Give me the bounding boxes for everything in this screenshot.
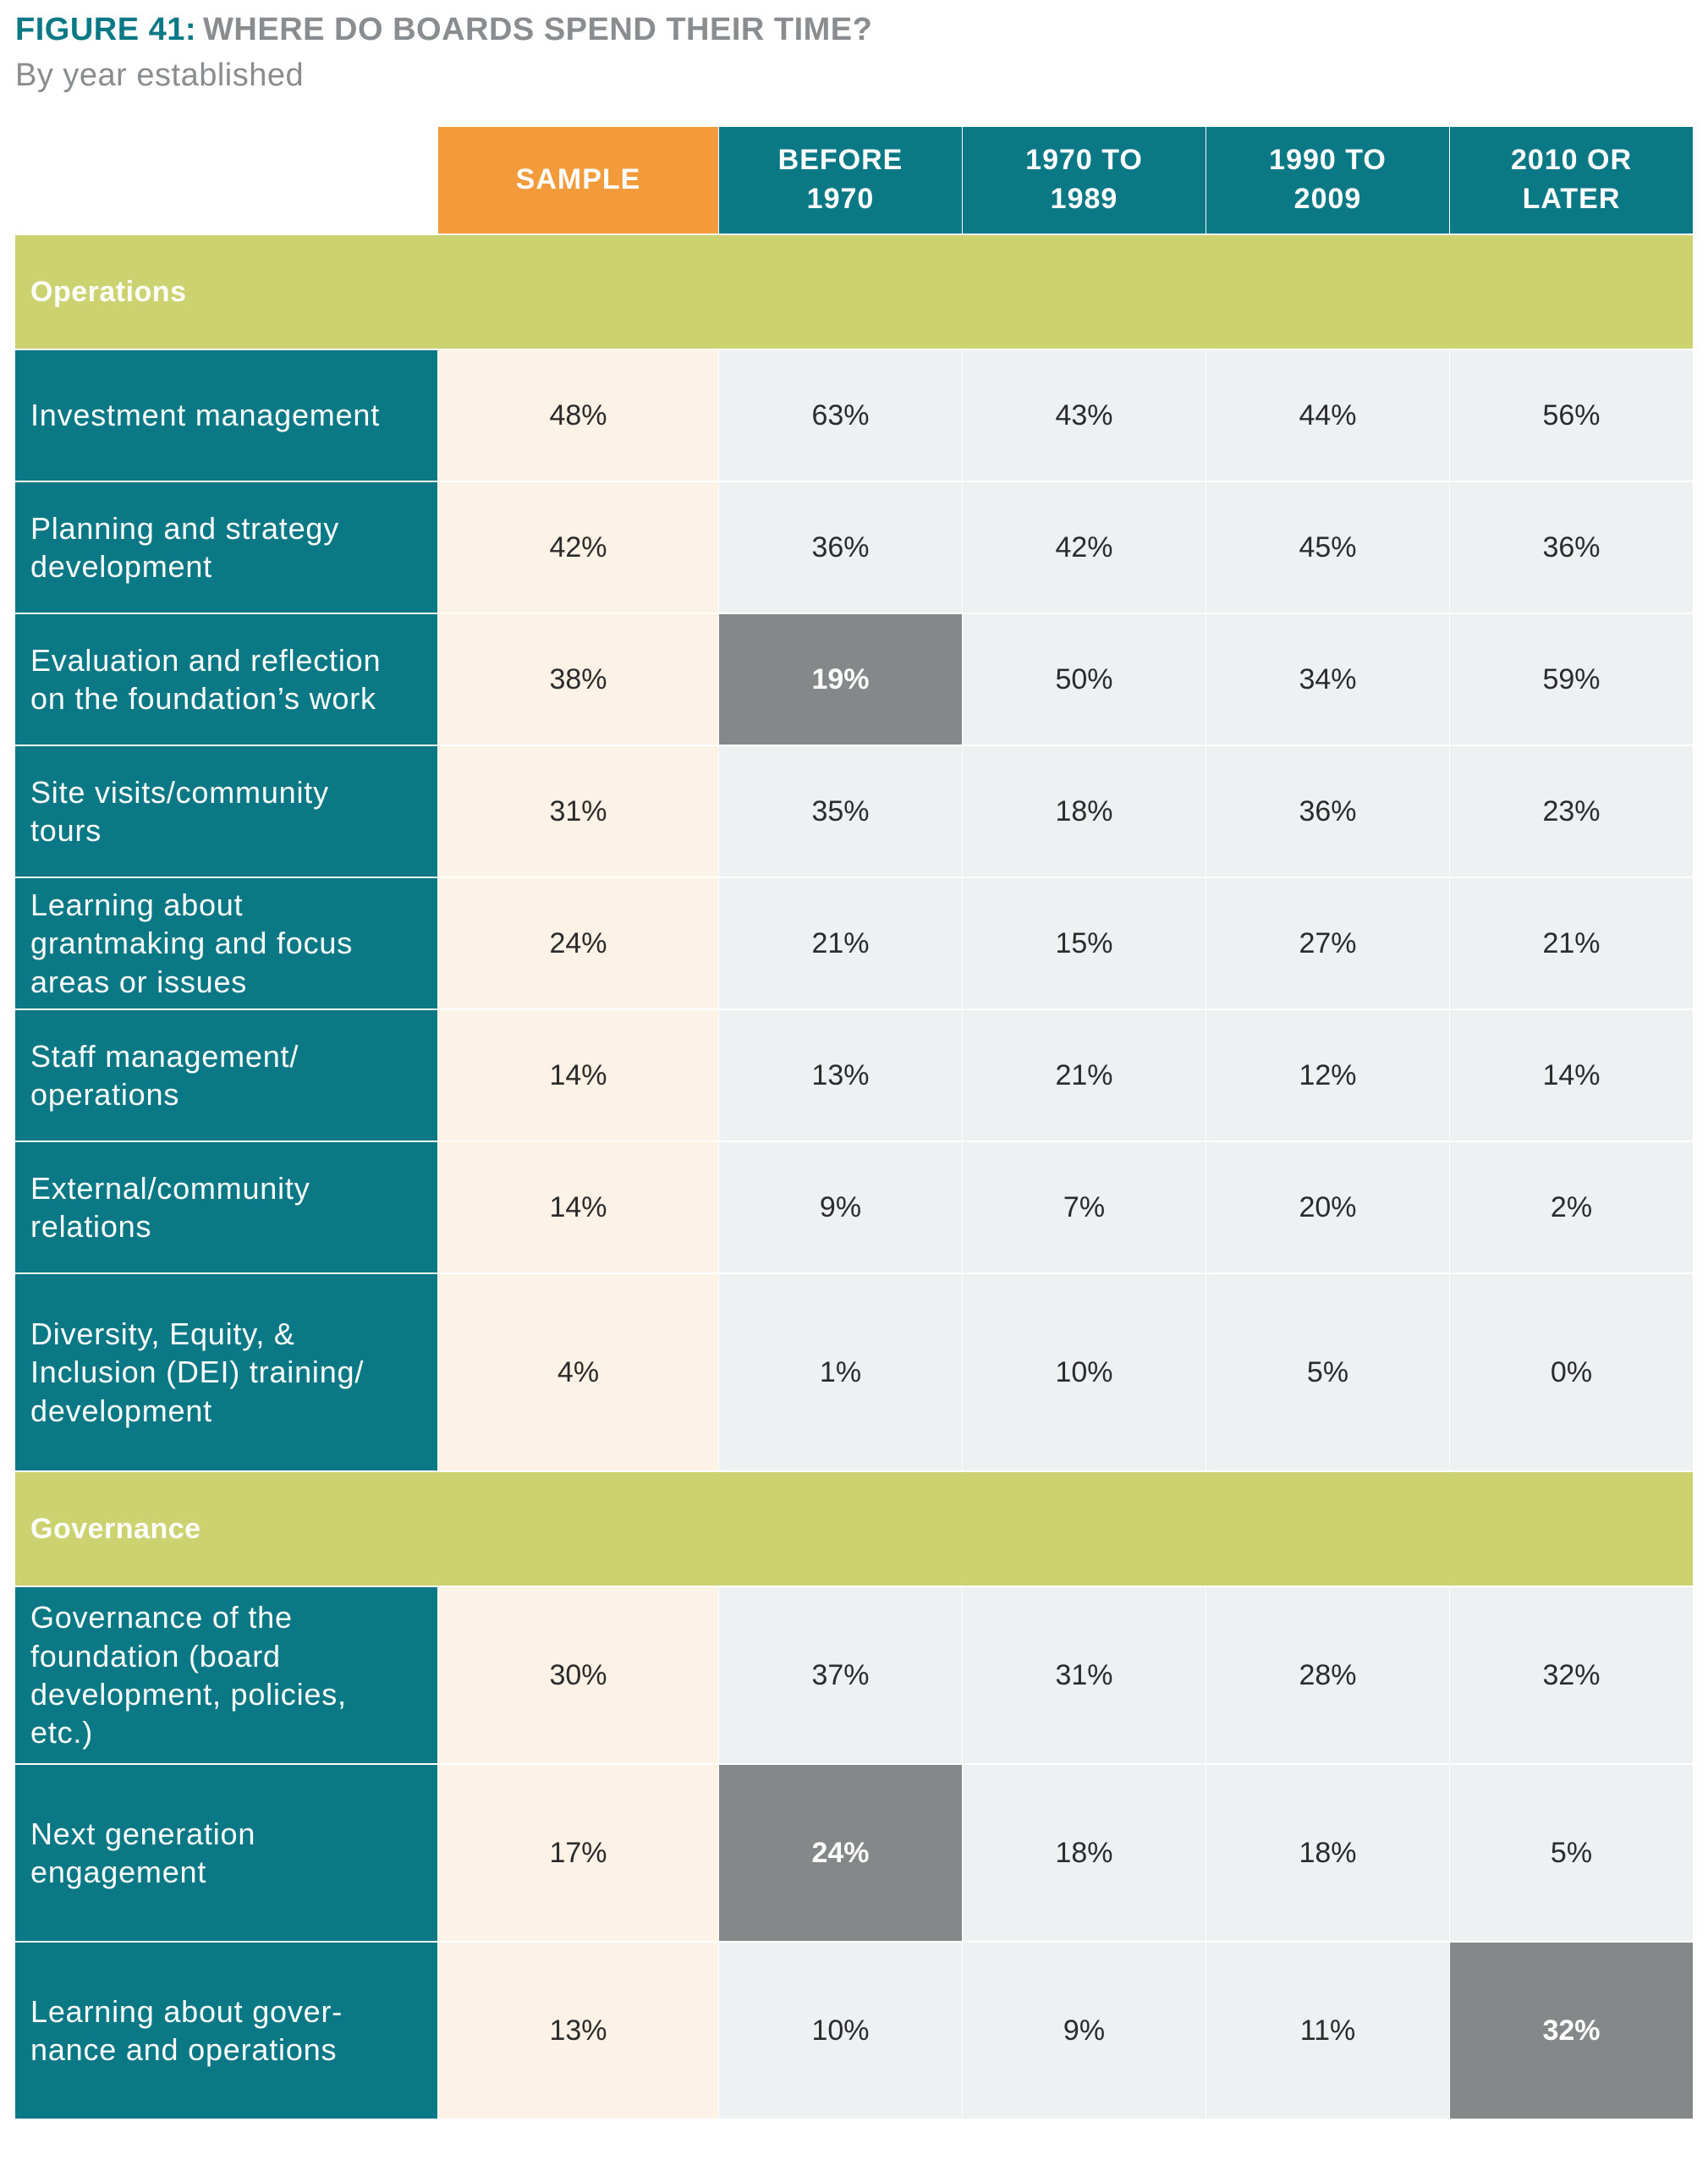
value-cell-sample: 31% [438, 746, 718, 877]
data-table: SAMPLE BEFORE 1970 1970 TO 1989 1990 TO 200… [15, 127, 1693, 2119]
value-cell-1990-to-2009: 11% [1206, 1943, 1449, 2119]
value-cell-before-1970: 37% [719, 1587, 962, 1763]
value-cell-2010-or-later: 0% [1450, 1274, 1693, 1470]
value-cell-1990-to-2009: 20% [1206, 1142, 1449, 1272]
value-cell-before-1970: 13% [719, 1010, 962, 1140]
header-blank-cell [15, 127, 437, 234]
value-cell-1970-to-1989: 18% [963, 746, 1205, 877]
value-cell-2010-or-later: 2% [1450, 1142, 1693, 1272]
value-cell-2010-or-later: 23% [1450, 746, 1693, 877]
column-header-1970-to-1989: 1970 TO 1989 [963, 127, 1205, 234]
figure-title-text: WHERE DO BOARDS SPEND THEIR TIME? [203, 12, 873, 47]
value-cell-sample: 13% [438, 1943, 718, 2119]
value-cell-before-1970: 19% [719, 614, 962, 745]
value-cell-1970-to-1989: 9% [963, 1943, 1205, 2119]
value-cell-before-1970: 10% [719, 1943, 962, 2119]
value-cell-sample: 4% [438, 1274, 718, 1470]
row-label: Next generation engagement [15, 1765, 437, 1941]
value-cell-before-1970: 1% [719, 1274, 962, 1470]
value-cell-1970-to-1989: 21% [963, 1010, 1205, 1140]
value-cell-sample: 14% [438, 1142, 718, 1272]
value-cell-before-1970: 35% [719, 746, 962, 877]
column-header-sample: SAMPLE [438, 127, 718, 234]
value-cell-1970-to-1989: 42% [963, 482, 1205, 613]
row-label: Staff management/ operations [15, 1010, 437, 1140]
value-cell-2010-or-later: 21% [1450, 878, 1693, 1009]
row-label: Planning and strategy development [15, 482, 437, 613]
value-cell-before-1970: 21% [719, 878, 962, 1009]
value-cell-1990-to-2009: 44% [1206, 350, 1449, 481]
row-label: Site visits/community tours [15, 746, 437, 877]
value-cell-1990-to-2009: 45% [1206, 482, 1449, 613]
value-cell-1990-to-2009: 18% [1206, 1765, 1449, 1941]
column-header-before-1970: BEFORE 1970 [719, 127, 962, 234]
value-cell-sample: 17% [438, 1765, 718, 1941]
column-header-2010-or-later: 2010 OR LATER [1450, 127, 1693, 234]
value-cell-1970-to-1989: 18% [963, 1765, 1205, 1941]
section-header-governance: Governance [15, 1472, 1693, 1586]
value-cell-sample: 24% [438, 878, 718, 1009]
value-cell-1990-to-2009: 28% [1206, 1587, 1449, 1763]
value-cell-1990-to-2009: 12% [1206, 1010, 1449, 1140]
value-cell-1970-to-1989: 15% [963, 878, 1205, 1009]
value-cell-2010-or-later: 56% [1450, 350, 1693, 481]
value-cell-sample: 48% [438, 350, 718, 481]
value-cell-2010-or-later: 14% [1450, 1010, 1693, 1140]
row-label: Diversity, Equity, & Inclusion (DEI) tra… [15, 1274, 437, 1470]
value-cell-1990-to-2009: 5% [1206, 1274, 1449, 1470]
figure-subtitle: By year established [15, 58, 305, 93]
column-header-1990-to-2009: 1990 TO 2009 [1206, 127, 1449, 234]
value-cell-1970-to-1989: 50% [963, 614, 1205, 745]
value-cell-2010-or-later: 5% [1450, 1765, 1693, 1941]
value-cell-before-1970: 36% [719, 482, 962, 613]
value-cell-sample: 38% [438, 614, 718, 745]
row-label: Evaluation and reflection on the foundat… [15, 614, 437, 745]
value-cell-1990-to-2009: 36% [1206, 746, 1449, 877]
value-cell-2010-or-later: 32% [1450, 1587, 1693, 1763]
value-cell-2010-or-later: 36% [1450, 482, 1693, 613]
value-cell-1970-to-1989: 7% [963, 1142, 1205, 1272]
value-cell-1970-to-1989: 10% [963, 1274, 1205, 1470]
value-cell-2010-or-later: 59% [1450, 614, 1693, 745]
value-cell-before-1970: 24% [719, 1765, 962, 1941]
value-cell-1970-to-1989: 43% [963, 350, 1205, 481]
row-label: Governance of the foundation (board deve… [15, 1587, 437, 1763]
value-cell-sample: 30% [438, 1587, 718, 1763]
row-label: External/community relations [15, 1142, 437, 1272]
row-label: Investment management [15, 350, 437, 481]
value-cell-before-1970: 63% [719, 350, 962, 481]
value-cell-1990-to-2009: 34% [1206, 614, 1449, 745]
value-cell-2010-or-later: 32% [1450, 1943, 1693, 2119]
figure-number: FIGURE 41: [15, 12, 197, 47]
figure-title: FIGURE 41: WHERE DO BOARDS SPEND THEIR TI… [15, 12, 872, 48]
value-cell-1990-to-2009: 27% [1206, 878, 1449, 1009]
row-label: Learning about gover- nance and operatio… [15, 1943, 437, 2119]
row-label: Learning about grantmaking and focus are… [15, 878, 437, 1009]
value-cell-1970-to-1989: 31% [963, 1587, 1205, 1763]
value-cell-sample: 42% [438, 482, 718, 613]
section-header-operations: Operations [15, 235, 1693, 349]
value-cell-before-1970: 9% [719, 1142, 962, 1272]
value-cell-sample: 14% [438, 1010, 718, 1140]
